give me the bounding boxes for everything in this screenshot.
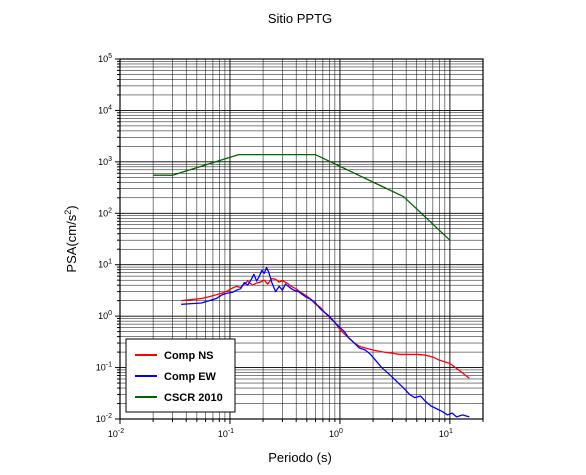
- x-axis-label: Periodo (s): [268, 450, 332, 465]
- y-tick-label: 101: [98, 259, 112, 270]
- x-tick-label-base: 10: [108, 429, 118, 439]
- y-tick-label-exp: 4: [108, 104, 112, 111]
- y-tick-label-exp: 0: [108, 310, 112, 317]
- plot-frame: [119, 58, 484, 420]
- x-tick-label: 10-2: [108, 428, 124, 439]
- y-tick-label-base: 10: [98, 54, 108, 64]
- y-tick-label-base: 10: [98, 157, 108, 167]
- y-tick-label-base: 10: [98, 260, 108, 270]
- y-tick-label-exp: 3: [108, 156, 112, 163]
- x-tick-label-base: 10: [329, 429, 339, 439]
- y-tick-label: 100: [98, 310, 112, 321]
- x-tick-label-exp: -1: [228, 428, 234, 435]
- y-axis-label-base: PSA(cm/s: [64, 214, 79, 272]
- series-line-comp-ns: [181, 277, 470, 379]
- x-tick-label-base: 10: [439, 429, 449, 439]
- x-tick-label-exp: 1: [449, 428, 453, 435]
- y-tick-label: 105: [98, 53, 112, 64]
- y-tick-label: 10-1: [96, 362, 112, 373]
- x-tick-label: 10-1: [218, 428, 234, 439]
- y-tick-label-exp: 1: [108, 259, 112, 266]
- grid: [119, 58, 484, 420]
- y-axis-label: PSA(cm/s2): [63, 205, 79, 272]
- y-tick-label-base: 10: [96, 414, 106, 424]
- y-tick-label-base: 10: [98, 105, 108, 115]
- y-tick-label-base: 10: [98, 208, 108, 218]
- y-tick-label: 103: [98, 156, 112, 167]
- y-tick-label-exp: 5: [108, 53, 112, 60]
- y-tick-label: 10-2: [96, 413, 112, 424]
- x-tick-label: 101: [439, 428, 453, 439]
- y-tick-label-exp: 2: [108, 207, 112, 214]
- series-line-comp-ew: [181, 266, 470, 418]
- chart-title: Sitio PPTG: [268, 11, 332, 26]
- legend: Comp NS Comp EW CSCR 2010: [125, 338, 236, 413]
- y-tick-label-exp: -1: [106, 362, 112, 369]
- series-layer: [153, 154, 470, 418]
- y-axis-label-exp: 2: [63, 210, 73, 215]
- y-tick-label-base: 10: [96, 363, 106, 373]
- x-tick-label: 100: [329, 428, 343, 439]
- legend-label-comp-ns: Comp NS: [164, 350, 214, 362]
- x-tick-label-exp: 0: [339, 428, 343, 435]
- x-tick-label-exp: -2: [118, 428, 124, 435]
- y-axis-label-close: ): [64, 205, 79, 209]
- y-tick-label: 102: [98, 207, 112, 218]
- legend-label-cscr-2010: CSCR 2010: [164, 392, 223, 404]
- series-line-cscr-2010: [153, 154, 451, 241]
- y-tick-label-exp: -2: [106, 413, 112, 420]
- y-tick-label-base: 10: [98, 311, 108, 321]
- y-tick-label: 104: [98, 104, 112, 115]
- legend-label-comp-ew: Comp EW: [164, 371, 217, 383]
- x-tick-label-base: 10: [218, 429, 228, 439]
